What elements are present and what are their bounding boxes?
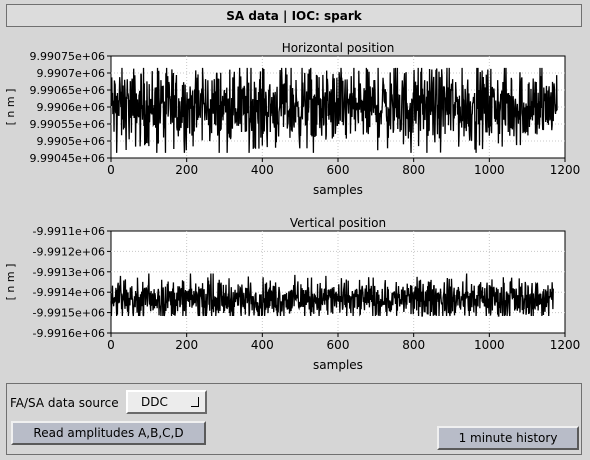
chart-title: Vertical position [290,216,386,230]
window-title-bar: SA data | IOC: spark [6,4,582,27]
x-tick-label: 400 [251,338,274,352]
x-tick-label: 800 [402,338,425,352]
y-tick-label: 9.99075e+06 [30,50,105,63]
horizontal-chart-svg: Horizontal position 0 200 400 600 800 1000 1200… [4,41,581,197]
x-axis-label: samples [313,183,363,197]
read-amplitudes-button[interactable]: Read amplitudes A,B,C,D [11,421,206,445]
x-tick-label: 1200 [550,338,581,352]
y-tick-label: 9.99045e+06 [30,152,105,165]
minute-history-button[interactable]: 1 minute history [437,426,579,450]
series-line [110,273,554,317]
y-tick-label: 9.9907e+06 [37,67,105,80]
x-tick-label: 400 [251,163,274,177]
series-line [110,67,558,153]
y-tick-label: 9.99055e+06 [30,118,105,131]
x-tick-label: 200 [175,338,198,352]
y-tick-label: -9.9911e+06 [33,225,105,238]
y-tick-label: 9.9905e+06 [37,135,105,148]
x-tick-label: 1000 [474,338,505,352]
vertical-chart-svg: Vertical position 0 200 400 600 800 1000 1200 -9… [4,216,581,372]
data-source-value: DDC [141,395,168,409]
chart-title: Horizontal position [282,41,395,55]
y-axis-label: [ n m ] [4,89,17,126]
y-axis-label: [ n m ] [4,264,17,301]
y-tick-label: -9.9913e+06 [33,266,105,279]
y-tick-label: -9.9916e+06 [33,327,105,340]
option-menu-indicator-icon [191,397,199,407]
window-title: SA data | IOC: spark [226,8,362,23]
vertical-position-chart: Vertical position 0 200 400 600 800 1000 1200 -9… [0,213,590,373]
controls-panel: FA/SA data source DDC Read amplitudes A,… [6,383,582,455]
x-tick-label: 1000 [474,163,505,177]
y-tick-label: 9.9906e+06 [37,101,105,114]
horizontal-position-chart: Horizontal position 0 200 400 600 800 1000 1200… [0,38,590,198]
x-tick-label: 600 [327,163,350,177]
x-tick-label: 0 [107,163,115,177]
y-tick-label: 9.99065e+06 [30,84,105,97]
x-tick-label: 200 [175,163,198,177]
y-tick-label: -9.9914e+06 [33,286,105,299]
x-tick-label: 600 [327,338,350,352]
y-tick-label: -9.9915e+06 [33,307,105,320]
y-tick-label: -9.9912e+06 [33,245,105,258]
x-tick-label: 0 [107,338,115,352]
data-source-select[interactable]: DDC [126,390,207,414]
x-tick-label: 1200 [550,163,581,177]
data-source-label: FA/SA data source [10,396,119,410]
x-tick-label: 800 [402,163,425,177]
x-axis-label: samples [313,358,363,372]
